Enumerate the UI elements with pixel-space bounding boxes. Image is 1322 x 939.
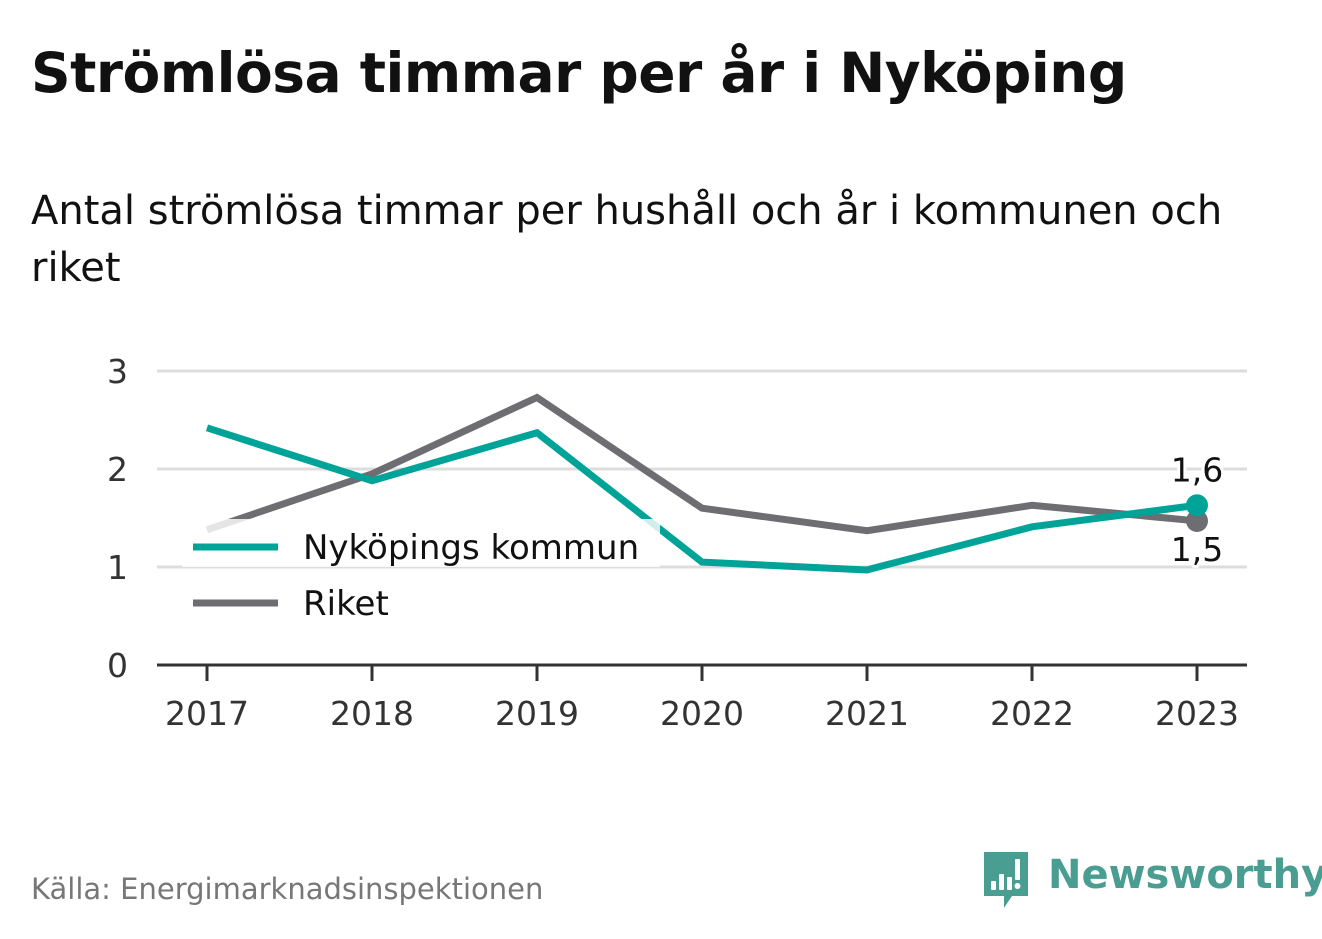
x-tick-label: 2023 [1155, 694, 1239, 733]
series-line-riket [205, 393, 1198, 535]
y-tick-label: 2 [107, 450, 128, 489]
x-tick-label: 2022 [990, 694, 1074, 733]
y-axis-ticks: 0 1 2 3 [107, 352, 128, 685]
legend-label: Nyköpings kommun [303, 528, 639, 568]
end-label-riket: 1,5 [1171, 530, 1223, 569]
y-tick-label: 1 [107, 548, 128, 587]
x-tick-label: 2021 [825, 694, 909, 733]
x-tick-label: 2018 [330, 694, 414, 733]
series-line-nykopings-kommun [205, 424, 1198, 574]
y-tick-label: 3 [107, 352, 128, 391]
end-value-labels: 1,6 1,5 [1168, 447, 1226, 572]
end-marker-riket [1186, 509, 1208, 532]
legend-item-riket: Riket [193, 584, 389, 624]
end-label-nykopings-kommun: 1,6 [1171, 450, 1223, 489]
x-tick-label: 2020 [660, 694, 744, 733]
legend-label: Riket [303, 584, 389, 624]
end-marker-nykopings-kommun [1186, 494, 1208, 517]
source-note: Källa: Energimarknadsinspektionen [31, 872, 544, 906]
legend-background [182, 519, 660, 567]
brand-name: Newsworthy [1048, 852, 1322, 898]
newsworthy-brand: Newsworthy [982, 850, 1322, 910]
chart-subtitle: Antal strömlösa timmar per hushåll och å… [31, 188, 1223, 291]
chart-series [205, 393, 1208, 574]
x-axis-ticks: 2017 2018 2019 2020 2021 2022 2023 [165, 665, 1239, 733]
chart-title: Strömlösa timmar per år i Nyköping [31, 41, 1127, 105]
newsworthy-logo-icon [984, 852, 1028, 908]
x-tick-label: 2019 [495, 694, 579, 733]
chart-legend: Nyköpings kommun Riket [182, 519, 660, 627]
legend-item-nykopings-kommun: Nyköpings kommun [193, 528, 639, 568]
x-tick-label: 2017 [165, 694, 249, 733]
y-tick-label: 0 [107, 646, 128, 685]
